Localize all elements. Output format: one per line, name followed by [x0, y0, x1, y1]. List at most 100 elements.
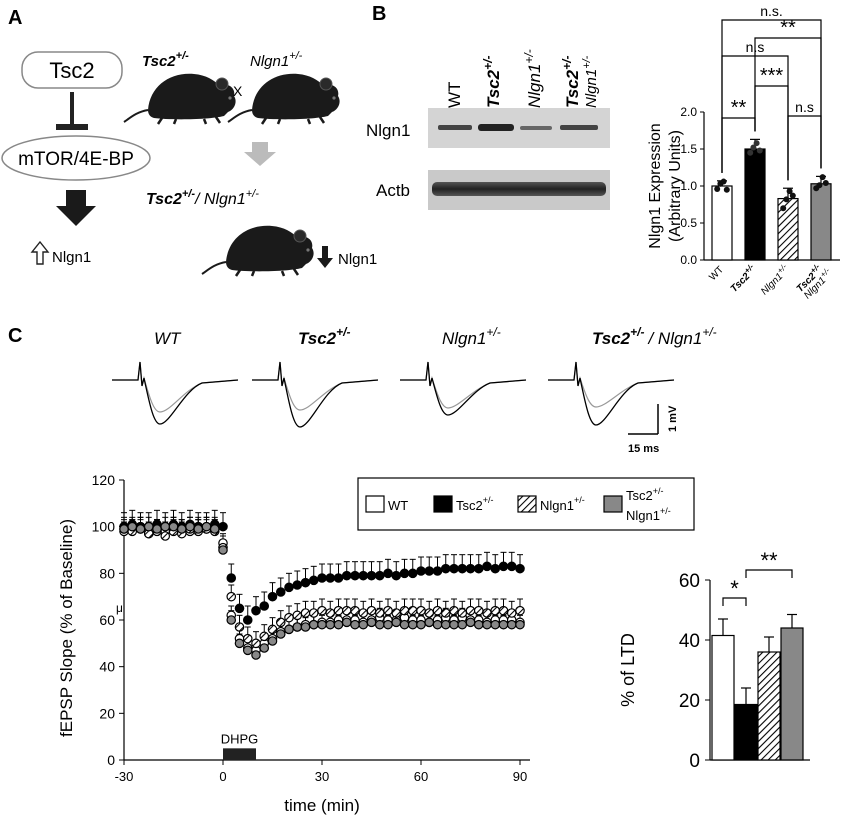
expr-x-tick-label: Tsc2+/- [727, 262, 760, 295]
panel-b-label: B [372, 3, 386, 25]
tc-data-point [498, 605, 509, 616]
ltd-y-tick-label: 60 [679, 571, 700, 592]
tc-data-point [391, 570, 402, 581]
tc-y-tick-label: 20 [99, 705, 115, 721]
trace-label-nlgn1: Nlgn1+/- [442, 325, 501, 348]
lane-label-wt: WT [445, 82, 464, 108]
tc-data-point [292, 622, 303, 632]
expr-data-point [723, 186, 730, 193]
expr-data-point [753, 140, 760, 147]
tc-data-point [416, 619, 426, 630]
trace-baseline [400, 361, 527, 416]
tc-data-point [391, 617, 402, 628]
tc-data-point [374, 570, 385, 581]
tc-data-point [284, 582, 294, 593]
trace-label-tsc2: Tsc2+/- [298, 325, 350, 348]
nlgn1-genotype: Nlgn1+/- [250, 50, 303, 70]
tc-data-point [490, 605, 501, 616]
tc-data-point [383, 568, 393, 579]
tc-x-tick-label: 60 [414, 769, 428, 784]
trace-baseline [112, 361, 239, 425]
tc-data-point [465, 563, 476, 574]
tc-x-tick-label: 0 [219, 769, 226, 784]
tc-data-point [284, 612, 294, 623]
expr-data-point [816, 182, 823, 189]
expr-sig-label: n.s. [760, 3, 783, 19]
tc-data-point [259, 631, 270, 642]
tc-data-point [515, 605, 525, 616]
down-arrow-small-icon [317, 246, 333, 268]
tc-x-tick-label: -30 [115, 769, 134, 784]
lane-label-double-top: Tsc2+/- [560, 56, 582, 108]
tc-data-point [449, 563, 459, 574]
expr-data-point [747, 149, 754, 156]
trace-baseline [548, 361, 675, 426]
panel-c-label: C [8, 325, 22, 347]
tsc2-genotype: Tsc2+/- [142, 50, 189, 70]
tc-data-point [325, 619, 336, 630]
tc-data-point [259, 601, 270, 611]
expr-x-tick-label: WT [707, 264, 726, 283]
legend-label-nlgn1: Nlgn1+/- [540, 495, 585, 513]
tc-data-point [185, 521, 195, 532]
tc-data-point [498, 561, 509, 572]
tc-data-point [506, 608, 517, 618]
tc-data-point [457, 608, 468, 618]
tc-data-point [350, 619, 360, 630]
tc-y-tick-label: 120 [92, 472, 116, 488]
tc-data-point [498, 619, 509, 630]
tc-data-point [234, 622, 245, 632]
tc-data-point [399, 568, 410, 579]
tc-data-point [242, 633, 253, 644]
tc-data-point [275, 617, 286, 628]
tc-data-point [424, 566, 435, 576]
tc-data-point [407, 619, 418, 630]
ltd-bar [734, 703, 758, 761]
actb-band-row [432, 182, 606, 196]
expr-y-tick-label: 1.5 [680, 142, 697, 156]
tc-y-tick-label: 80 [99, 565, 115, 581]
tc-data-point [358, 608, 369, 618]
tc-data-point [251, 605, 261, 616]
tc-data-point [482, 608, 492, 618]
expr-y-label-line1: Nlgn1 Expression [647, 123, 664, 248]
tc-data-point [506, 561, 517, 572]
ltd-bar [711, 634, 735, 761]
tc-data-point [432, 619, 443, 630]
blot-row-label-nlgn1: Nlgn1 [366, 121, 410, 140]
tc-y-tick-label: 60 [99, 612, 115, 628]
mouse-nlgn1-icon [226, 72, 341, 126]
tc-data-point [234, 603, 245, 614]
legend-swatch-wt [365, 495, 385, 513]
ltd-y-tick-label: 0 [689, 751, 700, 772]
panel-c: C WT Tsc2+/- Nlgn1+/- Tsc2+/- / Nlgn1+/- … [8, 325, 810, 815]
nlgn1-band-wt [438, 125, 472, 130]
tc-data-point [482, 619, 492, 630]
tc-data-point [449, 605, 459, 616]
legend-label-wt: WT [388, 498, 408, 513]
tc-data-point [325, 573, 336, 583]
trace-post-dhpg [400, 361, 527, 409]
expr-y-label-line2: (Arbitrary Units) [667, 130, 684, 242]
tc-data-point [515, 563, 525, 574]
legend-swatch-double [603, 495, 623, 513]
expr-x-tick-label: Nlgn1+/- [757, 262, 792, 297]
expr-bar [744, 148, 766, 261]
tc-data-point [218, 521, 228, 532]
tc-data-point [366, 570, 377, 581]
tc-data-point [407, 568, 418, 579]
expr-y-tick-label: 0.5 [680, 216, 697, 230]
scale-bar-mv: 1 mV [667, 405, 679, 432]
expr-data-point [786, 188, 793, 195]
tc-data-point [119, 524, 129, 534]
tc-data-point [292, 610, 303, 621]
tc-data-point [284, 624, 294, 635]
tc-y-label: fEPSP Slope (% of Baseline) [57, 519, 76, 737]
expr-sig-label: *** [760, 65, 784, 87]
tc-data-point [275, 629, 286, 639]
tc-data-point [465, 605, 476, 616]
tc-data-point [226, 615, 237, 625]
tc-data-point [226, 573, 237, 583]
